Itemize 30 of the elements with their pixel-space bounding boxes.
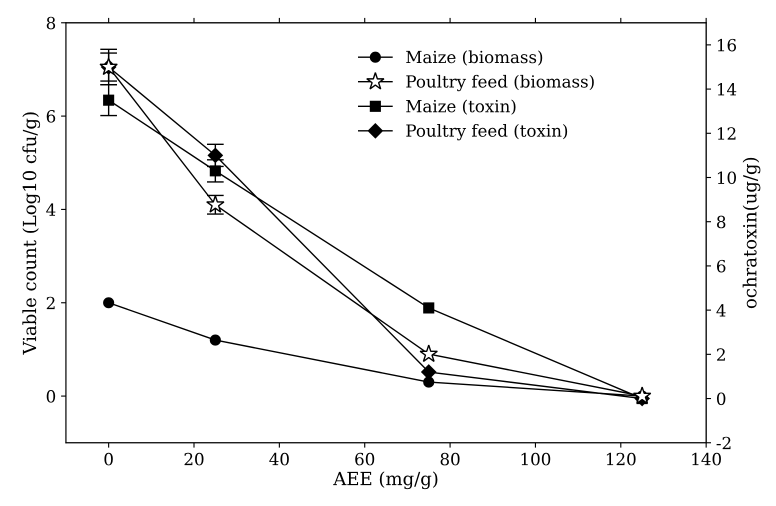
legend-label: Maize (biomass) [406, 50, 542, 66]
x-tick-label: 140 [692, 452, 721, 466]
y-tick-label: 8 [46, 16, 56, 30]
x-tick-label: 100 [522, 452, 550, 466]
y-tick-label: 4 [46, 203, 56, 216]
x-tick-label: 40 [269, 452, 289, 466]
y2-tick-label: 16 [718, 38, 736, 52]
x-tick-label: 20 [184, 452, 204, 466]
y2-tick-label: 2 [717, 348, 725, 361]
y2-tick-label: 4 [716, 304, 726, 316]
y2-tick-label: -2 [716, 436, 730, 450]
y2-tick-label: 8 [716, 216, 726, 228]
y-axis-title: Viable count (Log10 cfu/g) [22, 112, 40, 355]
x-axis-title: AEE (mg/g) [333, 471, 438, 490]
y2-tick-label: 0 [716, 392, 726, 406]
legend-label: Poultry feed (toxin) [406, 124, 568, 140]
legend-label: Poultry feed (biomass) [406, 74, 594, 92]
y2-tick-label: 10 [718, 171, 736, 184]
x-tick-label: 120 [606, 452, 636, 466]
y-tick-label: 0 [46, 390, 56, 403]
y2-axis-title: ochratoxin(ug/g) [742, 158, 760, 308]
legend-label: Maize (toxin) [406, 100, 516, 115]
y2-tick-label: 12 [718, 127, 736, 140]
y2-tick-label: 14 [718, 83, 736, 96]
x-tick-label: 60 [355, 452, 374, 466]
y2-tick-label: 6 [716, 260, 726, 272]
y-tick-label: 6 [46, 110, 56, 123]
y-tick-label: 2 [46, 296, 55, 310]
x-tick-label: 80 [440, 452, 460, 466]
x-tick-label: 0 [104, 452, 113, 466]
